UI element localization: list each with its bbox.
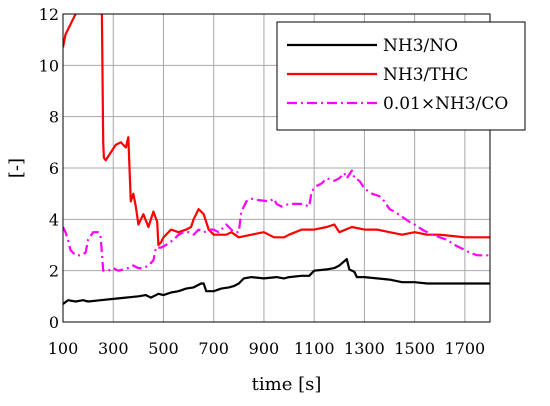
legend-box [276,21,526,131]
series-line-1 [63,258,490,305]
legend: NH3/NO NH3/THC 0.01×NH3/CO [276,21,526,131]
plot-frame [62,13,491,323]
legend-label-1: NH3/NO [383,36,458,56]
legend-label-3: 0.01×NH3/CO [383,94,508,114]
x-tick-label: 300 [98,339,129,358]
x-axis-label: time [s] [252,374,322,395]
x-tick-label: 1700 [445,339,486,358]
x-tick-label: 1300 [344,339,385,358]
y-tick-label: 2 [49,262,59,281]
x-tick-label: 700 [198,339,229,358]
x-tick-label: 500 [148,339,179,358]
y-axis-label: [-] [6,158,27,178]
x-tick-label: 1500 [394,339,435,358]
y-tick-label: 0 [49,313,59,332]
y-axis-ticks: 0 2 4 6 8 10 12 [39,5,59,332]
series-group [63,14,490,305]
x-axis-ticks: 100 300 500 700 900 1100 1300 1500 1700 [48,339,486,358]
y-tick-label: 6 [49,159,59,178]
series-line-3 [63,169,490,272]
x-tick-label: 900 [249,339,280,358]
x-tick-label: 100 [48,339,79,358]
y-tick-label: 8 [49,108,59,127]
y-tick-label: 12 [39,5,59,24]
y-tick-label: 10 [39,56,59,75]
x-tick-label: 1100 [294,339,335,358]
y-tick-label: 4 [49,210,59,229]
legend-label-2: NH3/THC [383,65,468,85]
legend-items: NH3/NO NH3/THC 0.01×NH3/CO [287,36,508,114]
series-line-2 [63,14,490,247]
